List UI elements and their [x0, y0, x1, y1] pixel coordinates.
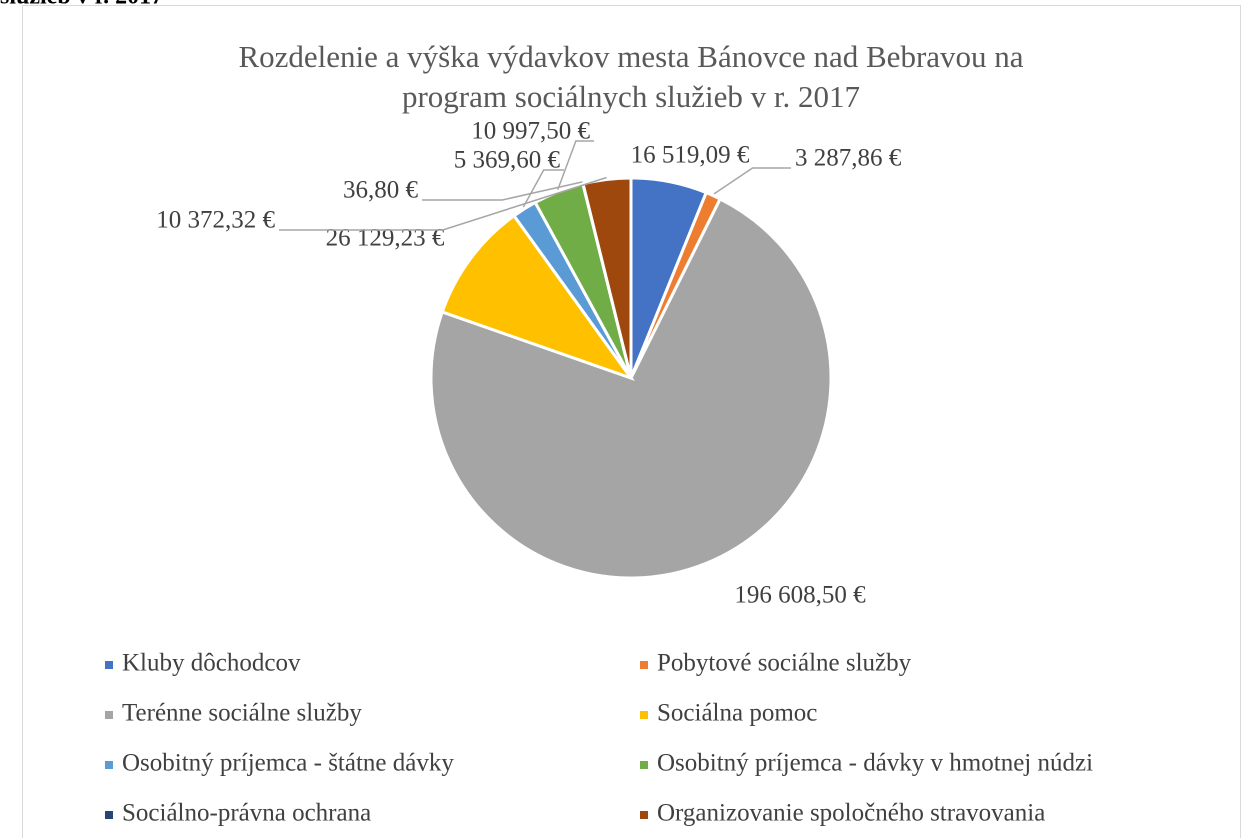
chart-title: program sociálnych služieb v r. 2017: [402, 79, 860, 114]
data-label: 3 287,86 €: [795, 145, 902, 172]
leader-line: [422, 181, 583, 201]
legend-swatch: [105, 711, 113, 719]
legend-label: Pobytové sociálne služby: [657, 650, 912, 677]
data-label: 16 519,09 €: [631, 142, 750, 169]
legend-label: Sociálna pomoc: [657, 700, 817, 727]
legend-swatch: [105, 761, 113, 769]
data-label: 26 129,23 €: [326, 225, 445, 252]
data-label: 5 369,60 €: [454, 147, 561, 174]
caption: služieb v r. 2017: [0, 0, 163, 10]
legend-swatch: [105, 811, 113, 819]
legend-label: Kluby dôchodcov: [122, 650, 301, 677]
legend-label: Osobitný príjemca - dávky v hmotnej núdz…: [657, 750, 1093, 777]
data-label: 196 608,50 €: [734, 582, 866, 609]
leader-line: [522, 169, 564, 208]
legend-swatch: [640, 761, 648, 769]
legend-swatch: [105, 661, 113, 669]
leader-line: [279, 176, 607, 231]
chart-title: Rozdelenie a výška výdavkov mesta Bánovc…: [238, 39, 1023, 74]
leader-line: [713, 167, 791, 195]
data-label: 10 997,50 €: [471, 118, 590, 145]
leader-line: [557, 140, 594, 191]
data-label: 36,80 €: [343, 177, 419, 204]
data-label: 10 372,32 €: [156, 207, 275, 234]
chart-frame: [22, 5, 1241, 838]
legend-label: Organizovanie spoločného stravovania: [657, 800, 1045, 827]
pie-slice: [581, 176, 633, 379]
legend-label: Sociálno-právna ochrana: [122, 800, 371, 827]
pie-slice: [429, 196, 833, 580]
pie-slice: [440, 213, 636, 381]
legend-swatch: [640, 811, 648, 819]
legend-swatch: [640, 661, 648, 669]
legend-swatch: [640, 711, 648, 719]
legend-label: Osobitný príjemca - štátne dávky: [122, 750, 454, 777]
legend-label: Terénne sociálne služby: [122, 700, 362, 727]
